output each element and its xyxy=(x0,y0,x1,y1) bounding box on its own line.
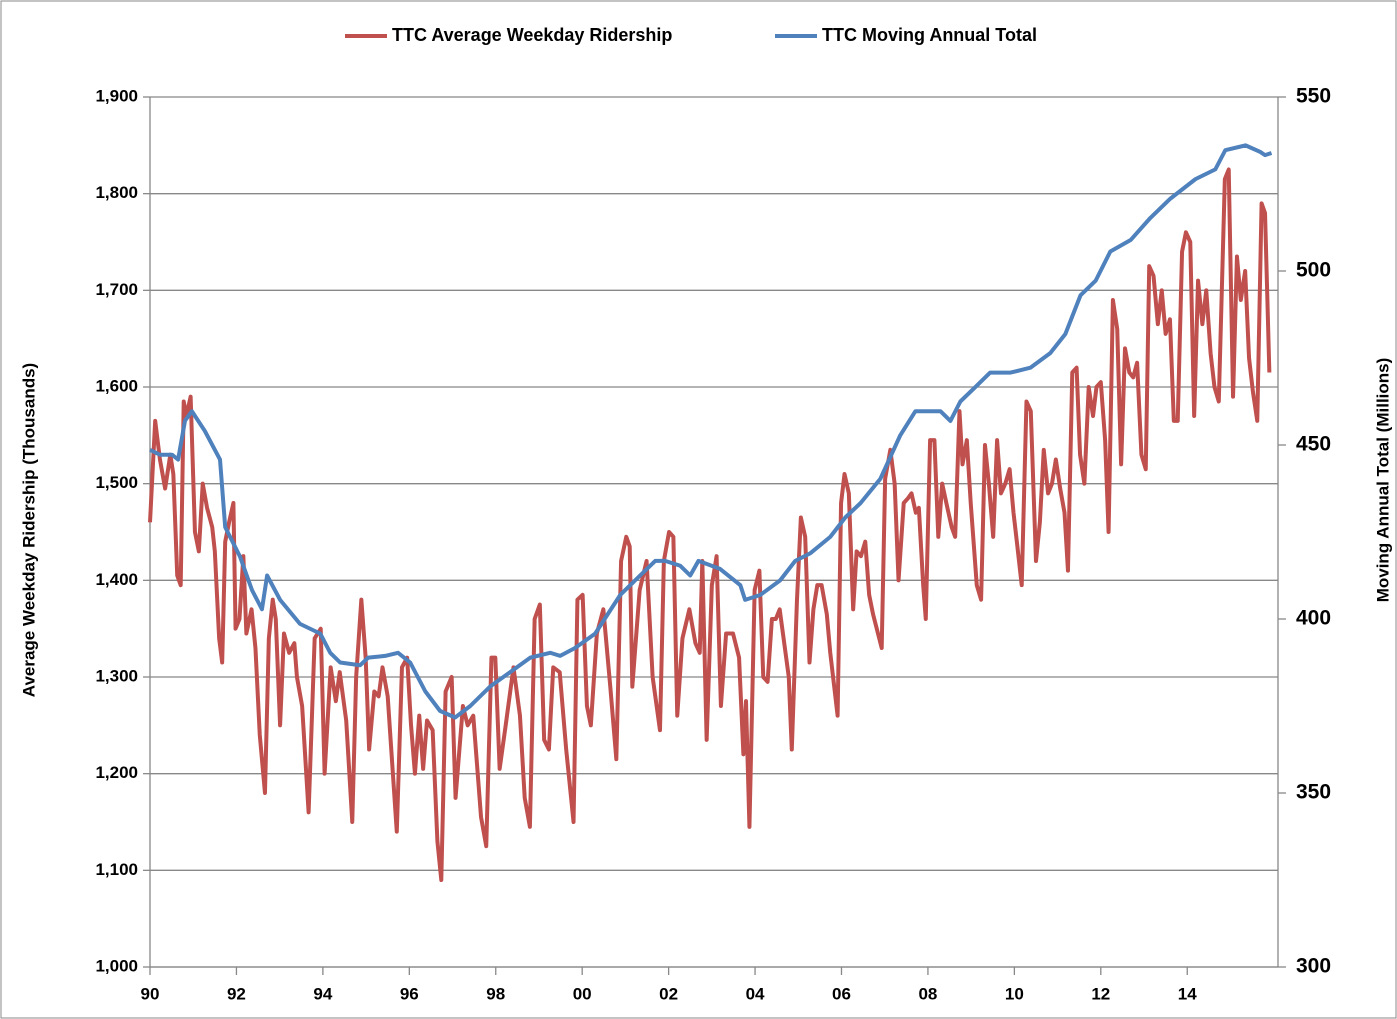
x-tick-label: 94 xyxy=(313,984,332,1003)
y-tick-label: 1,600 xyxy=(95,376,138,395)
x-tick-label: 96 xyxy=(400,984,419,1003)
y2-tick-label: 550 xyxy=(1296,85,1331,108)
x-tick-label: 02 xyxy=(659,984,678,1003)
y-tick-label: 1,500 xyxy=(95,473,138,492)
y-tick-label: 1,100 xyxy=(95,860,138,879)
x-tick-label: 04 xyxy=(746,984,765,1003)
y-tick-label: 1,900 xyxy=(95,86,138,105)
y2-tick-label: 300 xyxy=(1296,955,1331,978)
x-tick-label: 90 xyxy=(141,984,160,1003)
y2-tick-label: 400 xyxy=(1296,607,1331,630)
series-line xyxy=(148,167,1272,882)
y2-tick-label: 500 xyxy=(1296,259,1331,282)
x-tick-label: 98 xyxy=(486,984,505,1003)
y2-axis-title: Moving Annual Total (Millions) xyxy=(1373,358,1392,603)
legend-label: TTC Moving Annual Total xyxy=(822,25,1037,45)
y-tick-label: 1,000 xyxy=(95,956,138,975)
x-tick-label: 92 xyxy=(227,984,246,1003)
x-tick-label: 14 xyxy=(1178,984,1197,1003)
y-tick-label: 1,700 xyxy=(95,280,138,299)
x-tick-label: 12 xyxy=(1091,984,1110,1003)
series-line xyxy=(149,143,1273,720)
y-tick-label: 1,800 xyxy=(95,183,138,202)
x-tick-label: 08 xyxy=(918,984,937,1003)
x-tick-label: 00 xyxy=(573,984,592,1003)
y-tick-label: 1,400 xyxy=(95,570,138,589)
y2-tick-label: 350 xyxy=(1296,781,1331,804)
y-tick-label: 1,300 xyxy=(95,666,138,685)
legend-label: TTC Average Weekday Ridership xyxy=(392,25,672,45)
y-axis-title: Average Weekday Ridership (Thousands) xyxy=(19,363,38,697)
x-tick-label: 06 xyxy=(832,984,851,1003)
x-tick-label: 10 xyxy=(1005,984,1024,1003)
y-tick-label: 1,200 xyxy=(95,763,138,782)
y2-tick-label: 450 xyxy=(1296,433,1331,456)
